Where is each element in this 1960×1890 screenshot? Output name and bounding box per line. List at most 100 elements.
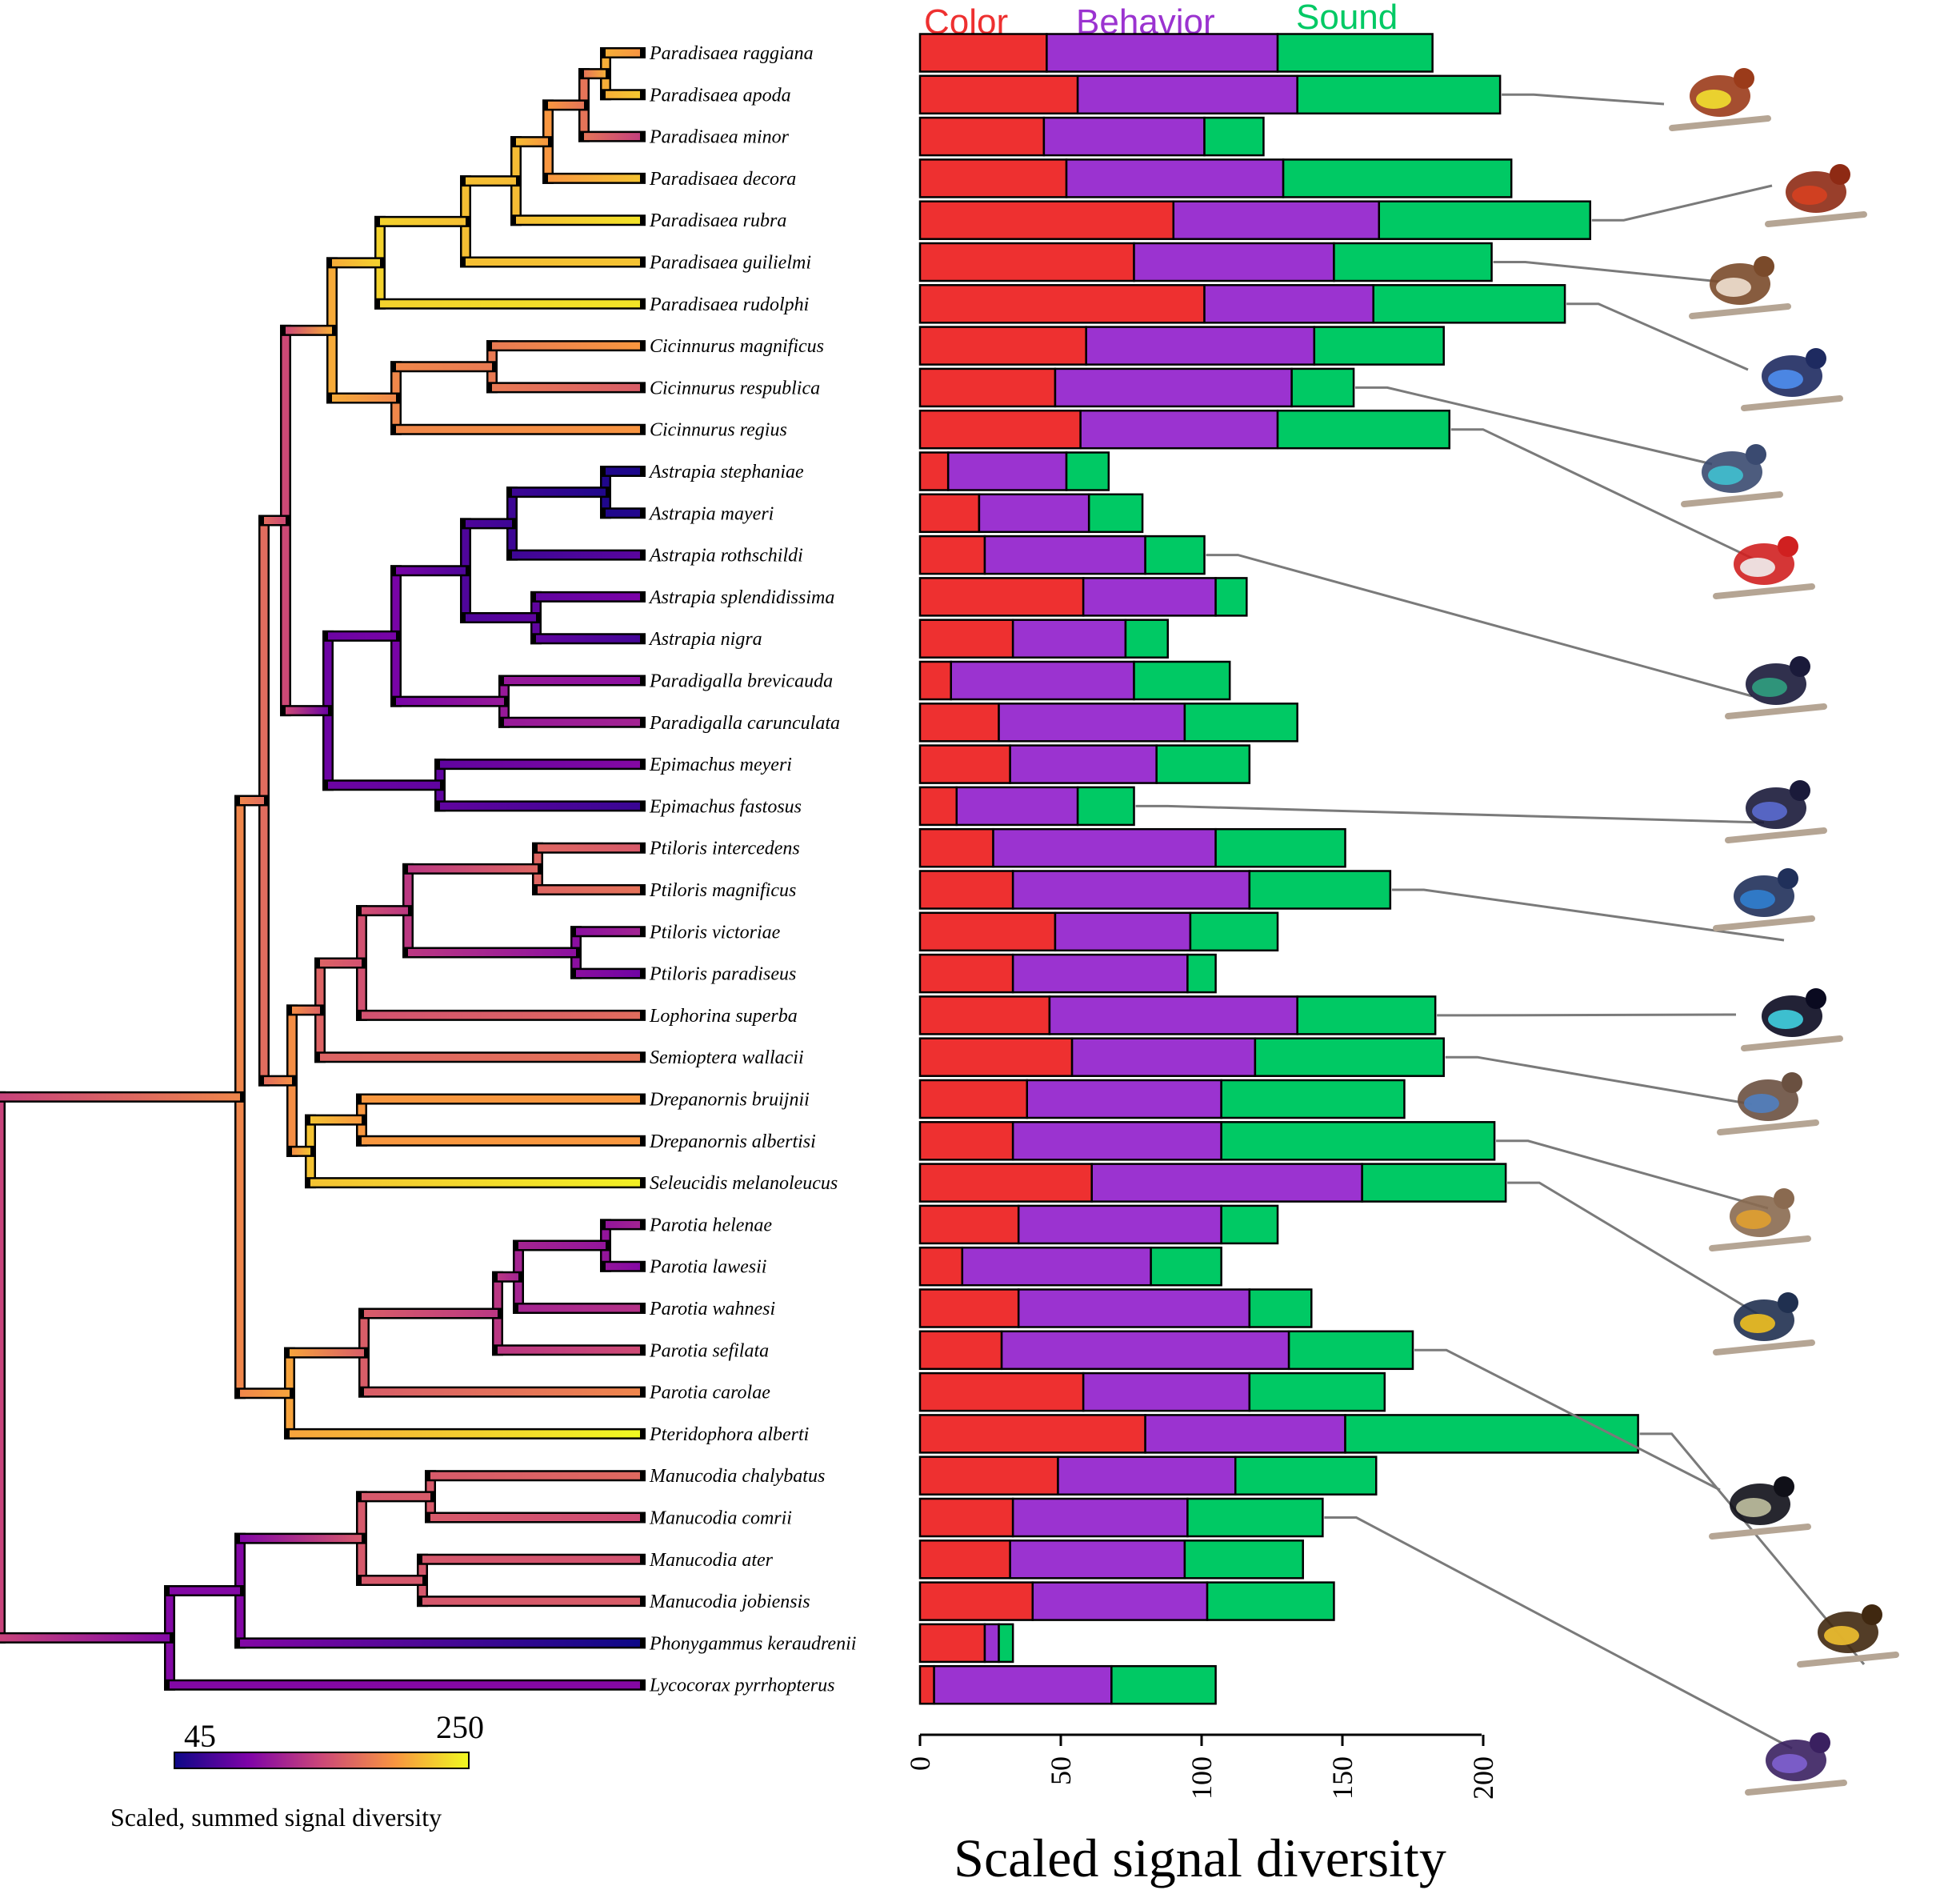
- perch-branch: [1713, 1339, 1815, 1355]
- bar-manucodia-chalybatus-sound: [1234, 1456, 1378, 1496]
- bird-plumage: [1716, 278, 1751, 297]
- bar-phonygammus-keraudrenii-sound: [998, 1623, 1014, 1664]
- connector-epimachus-fastosus: [1135, 804, 1765, 824]
- bar-paradisaea-rudolphi-color: [918, 284, 1206, 324]
- bar-paradisaea-decora-behavior: [1065, 158, 1285, 198]
- bar-manucodia-ater-behavior: [1009, 1540, 1186, 1580]
- bar-ptiloris-victoriae-behavior: [1054, 911, 1192, 952]
- bar-ptiloris-intercedens-color: [918, 827, 994, 868]
- bird-plumage: [1736, 1210, 1771, 1229]
- bar-pteridophora-alberti-behavior: [1144, 1414, 1346, 1454]
- species-label-parotia-helenae: Parotia helenae: [649, 1215, 772, 1235]
- x-tick-label-200: 200: [1467, 1756, 1499, 1800]
- connector-astrapia-rothschildi: [1206, 554, 1753, 698]
- bird-illustration-1: [1669, 68, 1771, 131]
- bar-drepanornis-albertisi-sound: [1220, 1121, 1496, 1161]
- bird-head: [1810, 1732, 1830, 1753]
- bar-manucodia-jobiensis-color: [918, 1581, 1034, 1621]
- x-tick-label-100: 100: [1186, 1756, 1218, 1800]
- bird-plumage: [1768, 370, 1803, 389]
- bar-phonygammus-keraudrenii-color: [918, 1623, 986, 1664]
- bar-astrapia-rothschildi-behavior: [983, 535, 1146, 575]
- bar-lophorina-superba-color: [918, 995, 1051, 1035]
- bar-cicinnurus-regius-behavior: [1079, 409, 1279, 450]
- species-label-paradisaea-decora: Paradisaea decora: [649, 169, 796, 190]
- bird-illustration-11: [1717, 1072, 1819, 1135]
- bar-cicinnurus-respublica-behavior: [1054, 367, 1293, 408]
- species-label-cicinnurus-respublica: Cicinnurus respublica: [650, 378, 820, 398]
- bar-manucodia-comrii-sound: [1186, 1497, 1324, 1538]
- species-label-pteridophora-alberti: Pteridophora alberti: [649, 1424, 809, 1445]
- bar-parotia-wahnesi-sound: [1248, 1288, 1313, 1328]
- bar-parotia-carolae-color: [918, 1371, 1085, 1412]
- bird-illustration-7: [1725, 656, 1827, 719]
- bar-paradisaea-minor-sound: [1203, 116, 1265, 157]
- perch-branch: [1709, 1524, 1811, 1540]
- species-label-ptiloris-paradiseus: Ptiloris paradiseus: [649, 964, 796, 985]
- bird-head: [1806, 988, 1826, 1009]
- bar-epimachus-fastosus-behavior: [955, 786, 1079, 827]
- species-label-astrapia-splendidissima: Astrapia splendidissima: [648, 587, 834, 608]
- bird-illustration-6: [1713, 536, 1815, 599]
- bird-head: [1830, 164, 1850, 185]
- bar-paradisaea-guilielmi-sound: [1333, 242, 1493, 282]
- bar-paradisaea-guilielmi-color: [918, 242, 1135, 282]
- bar-parotia-wahnesi-color: [918, 1288, 1020, 1328]
- bar-astrapia-mayeri-color: [918, 493, 981, 534]
- species-label-drepanornis-bruijnii: Drepanornis bruijnii: [649, 1090, 810, 1111]
- species-label-manucodia-ater: Manucodia ater: [649, 1550, 774, 1571]
- species-label-paradisaea-rubra: Paradisaea rubra: [649, 210, 786, 231]
- bar-parotia-sefilata-color: [918, 1330, 1003, 1371]
- connector-seleucidis-melanoleucus: [1507, 1181, 1769, 1322]
- connector-paradisaea-rudolphi: [1566, 302, 1749, 371]
- bird-head: [1778, 868, 1798, 889]
- legend-sound-label: Sound: [1296, 0, 1398, 37]
- bird-plumage: [1824, 1626, 1859, 1645]
- bar-ptiloris-magnificus-behavior: [1011, 870, 1251, 910]
- bird-plumage: [1752, 802, 1787, 821]
- bar-manucodia-chalybatus-behavior: [1057, 1456, 1237, 1496]
- species-label-astrapia-mayeri: Astrapia mayeri: [648, 503, 774, 524]
- bird-plumage: [1744, 1094, 1779, 1113]
- bar-parotia-lawesii-behavior: [961, 1246, 1152, 1287]
- bar-astrapia-stephaniae-color: [918, 451, 950, 491]
- colorbar: [174, 1752, 470, 1769]
- species-label-lycocorax-pyrrhopterus: Lycocorax pyrrhopterus: [649, 1676, 834, 1696]
- bird-plumage: [1768, 1010, 1803, 1029]
- bar-ptiloris-paradiseus-color: [918, 953, 1014, 994]
- bird-plumage: [1696, 90, 1731, 109]
- bar-astrapia-splendidissima-behavior: [1082, 577, 1217, 617]
- perch-branch: [1709, 1235, 1811, 1251]
- bar-paradisaea-rubra-sound: [1378, 200, 1592, 240]
- bird-illustration-9: [1713, 868, 1815, 931]
- bar-astrapia-splendidissima-sound: [1214, 577, 1248, 617]
- bar-astrapia-nigra-sound: [1124, 619, 1170, 659]
- bar-paradisaea-raggiana-behavior: [1046, 33, 1279, 73]
- bar-cicinnurus-regius-sound: [1276, 409, 1451, 450]
- perch-branch: [1765, 211, 1867, 227]
- bar-paradisaea-apoda-sound: [1296, 74, 1502, 115]
- bird-illustration-2: [1765, 164, 1867, 227]
- bar-paradisaea-raggiana-color: [918, 33, 1048, 73]
- connector-ptiloris-magnificus: [1391, 888, 1785, 942]
- bar-paradisaea-apoda-color: [918, 74, 1079, 115]
- perch-branch: [1725, 827, 1827, 843]
- bird-illustration-3: [1689, 256, 1791, 319]
- bar-paradigalla-carunculata-behavior: [998, 703, 1186, 743]
- bar-epimachus-fastosus-sound: [1076, 786, 1135, 827]
- x-tick-label-0: 0: [904, 1756, 936, 1771]
- bar-astrapia-stephaniae-sound: [1065, 451, 1110, 491]
- species-label-paradisaea-apoda: Paradisaea apoda: [649, 85, 791, 106]
- bird-plumage: [1736, 1498, 1771, 1517]
- bar-paradisaea-minor-color: [918, 116, 1046, 157]
- species-label-astrapia-rothschildi: Astrapia rothschildi: [648, 546, 803, 567]
- bar-parotia-sefilata-sound: [1287, 1330, 1414, 1371]
- species-label-astrapia-nigra: Astrapia nigra: [648, 629, 762, 650]
- perch-branch: [1797, 1652, 1899, 1668]
- bird-head: [1774, 1476, 1794, 1497]
- species-label-paradigalla-carunculata: Paradigalla carunculata: [649, 713, 840, 734]
- species-label-paradigalla-brevicauda: Paradigalla brevicauda: [649, 671, 833, 692]
- bar-astrapia-mayeri-sound: [1087, 493, 1144, 534]
- bar-drepanornis-bruijnii-sound: [1220, 1079, 1406, 1119]
